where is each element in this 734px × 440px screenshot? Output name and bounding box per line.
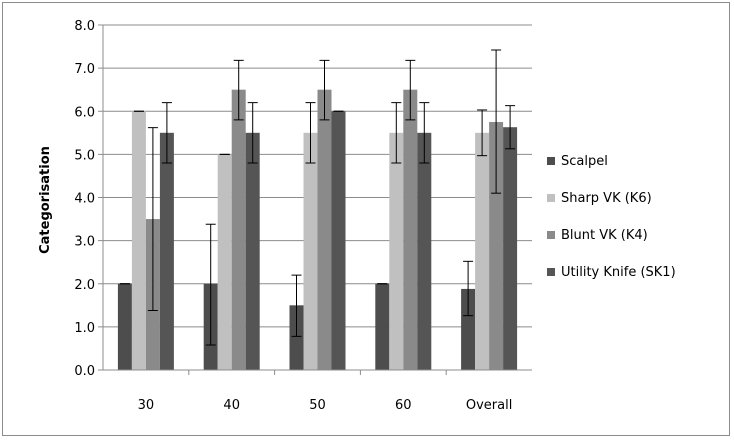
x-tick-label: 30 bbox=[138, 398, 155, 413]
bar bbox=[303, 132, 318, 370]
legend-swatch bbox=[547, 231, 555, 239]
y-tick-label: 7.0 bbox=[74, 62, 95, 77]
axes: 0.0 1.0 2.0 3.0 4.0 5.0 6.0 7.0 8.0 30 40 50 60 Overa… bbox=[74, 19, 532, 413]
y-tick-label: 0.0 bbox=[74, 364, 95, 379]
bar bbox=[389, 132, 404, 370]
x-tick-label: Overall bbox=[466, 398, 512, 413]
bar bbox=[475, 132, 490, 370]
bar bbox=[159, 132, 174, 370]
legend-label: Sharp VK (K6) bbox=[561, 191, 652, 206]
bars bbox=[117, 89, 518, 370]
legend-swatch bbox=[547, 194, 555, 202]
legend-swatch bbox=[547, 157, 555, 165]
bar bbox=[117, 283, 132, 370]
bar bbox=[489, 122, 504, 370]
y-tick-label: 8.0 bbox=[74, 19, 95, 34]
legend-label: Utility Knife (SK1) bbox=[561, 265, 676, 280]
bar bbox=[417, 132, 432, 370]
bar bbox=[331, 111, 346, 370]
x-tick-label: 40 bbox=[223, 398, 240, 413]
y-tick-label: 1.0 bbox=[74, 321, 95, 336]
y-axis-label: Categorisation bbox=[38, 146, 53, 254]
x-tick-label: 60 bbox=[395, 398, 412, 413]
legend: Scalpel Sharp VK (K6) Blunt VK (K4) Utility… bbox=[547, 154, 676, 280]
bar bbox=[217, 154, 232, 370]
y-tick-label: 2.0 bbox=[74, 278, 95, 293]
y-tick-label: 4.0 bbox=[74, 192, 95, 207]
legend-label: Scalpel bbox=[561, 154, 608, 169]
bar bbox=[503, 127, 518, 370]
legend-label: Blunt VK (K4) bbox=[561, 228, 648, 243]
bar bbox=[131, 111, 146, 370]
bar bbox=[375, 283, 390, 370]
y-tick-label: 3.0 bbox=[74, 235, 95, 250]
bar bbox=[317, 89, 332, 370]
bar bbox=[245, 132, 260, 370]
bar bbox=[403, 89, 418, 370]
bar bbox=[461, 288, 476, 370]
y-tick-label: 6.0 bbox=[74, 105, 95, 120]
y-tick-label: 5.0 bbox=[74, 148, 95, 163]
x-tick-label: 50 bbox=[309, 398, 326, 413]
bar bbox=[231, 89, 246, 370]
error-bars bbox=[119, 49, 516, 346]
legend-swatch bbox=[547, 268, 555, 276]
bar bbox=[289, 305, 304, 370]
